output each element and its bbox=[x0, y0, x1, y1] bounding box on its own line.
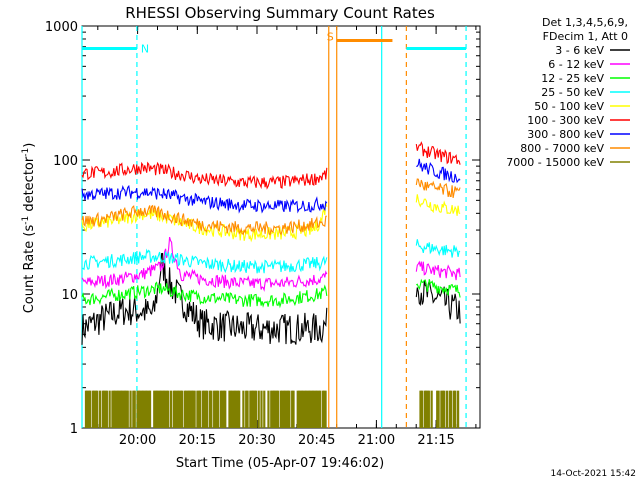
series-3-line bbox=[81, 248, 328, 274]
series-0-line bbox=[81, 252, 328, 345]
series-4-line bbox=[415, 194, 461, 216]
series-7-line bbox=[81, 204, 327, 236]
series-7-line bbox=[415, 178, 461, 199]
flag-label-1: S bbox=[327, 30, 334, 43]
series-2-line bbox=[416, 278, 461, 298]
series-0-line bbox=[415, 280, 461, 324]
x-tick-label-5: 21:15 bbox=[417, 433, 454, 448]
y-tick-label-1: 100 bbox=[53, 154, 78, 169]
series-1-line bbox=[81, 236, 328, 292]
legend-label-8: 7000 - 15000 keV bbox=[506, 156, 604, 169]
legend-label-0: 3 - 6 keV bbox=[555, 44, 604, 57]
series-2-line bbox=[81, 281, 328, 309]
x-tick-label-4: 21:00 bbox=[358, 433, 395, 448]
timestamp: 14-Oct-2021 15:42 bbox=[551, 469, 636, 479]
y-tick-label-0: 1000 bbox=[45, 20, 78, 35]
x-axis-label: Start Time (05-Apr-07 19:46:02) bbox=[176, 456, 384, 471]
legend-label-7: 800 - 7000 keV bbox=[520, 142, 604, 155]
legend-label-2: 12 - 25 keV bbox=[541, 72, 604, 85]
legend-label-5: 100 - 300 keV bbox=[527, 114, 604, 127]
plot-area: 1000 100 10 1 20:00 20:15 20:30 20:45 21:00 21:15… bbox=[45, 20, 481, 448]
flag-label-0: N bbox=[141, 42, 149, 55]
legend: Det 1,3,4,5,6,9, FDecim 1, Att 0 3 - 6 k… bbox=[506, 16, 630, 169]
x-tick-label-0: 20:00 bbox=[119, 433, 156, 448]
series-6-line bbox=[416, 158, 461, 184]
legend-header-line1: Det 1,3,4,5,6,9, bbox=[542, 16, 628, 29]
series-1-line bbox=[415, 260, 461, 281]
series-5-line bbox=[81, 161, 328, 190]
plot-frame bbox=[81, 25, 481, 429]
x-tick-label-2: 20:30 bbox=[238, 433, 275, 448]
y-tick-label-2: 10 bbox=[61, 288, 78, 303]
y-axis-label: Count Rate (s-1 detector-1) bbox=[21, 143, 37, 314]
x-tick-label-3: 20:45 bbox=[298, 433, 335, 448]
x-tick-label-1: 20:15 bbox=[179, 433, 216, 448]
legend-label-1: 6 - 12 keV bbox=[548, 58, 604, 71]
legend-header-line2: FDecim 1, Att 0 bbox=[543, 30, 628, 43]
legend-label-4: 50 - 100 keV bbox=[534, 100, 604, 113]
chart-title: RHESSI Observing Summary Count Rates bbox=[125, 4, 435, 22]
y-tick-label-3: 1 bbox=[70, 422, 78, 437]
series-3-line bbox=[415, 239, 461, 258]
legend-label-6: 300 - 800 keV bbox=[527, 128, 604, 141]
series-6-line bbox=[81, 184, 328, 214]
legend-label-3: 25 - 50 keV bbox=[541, 86, 604, 99]
series-5-line bbox=[415, 141, 461, 165]
